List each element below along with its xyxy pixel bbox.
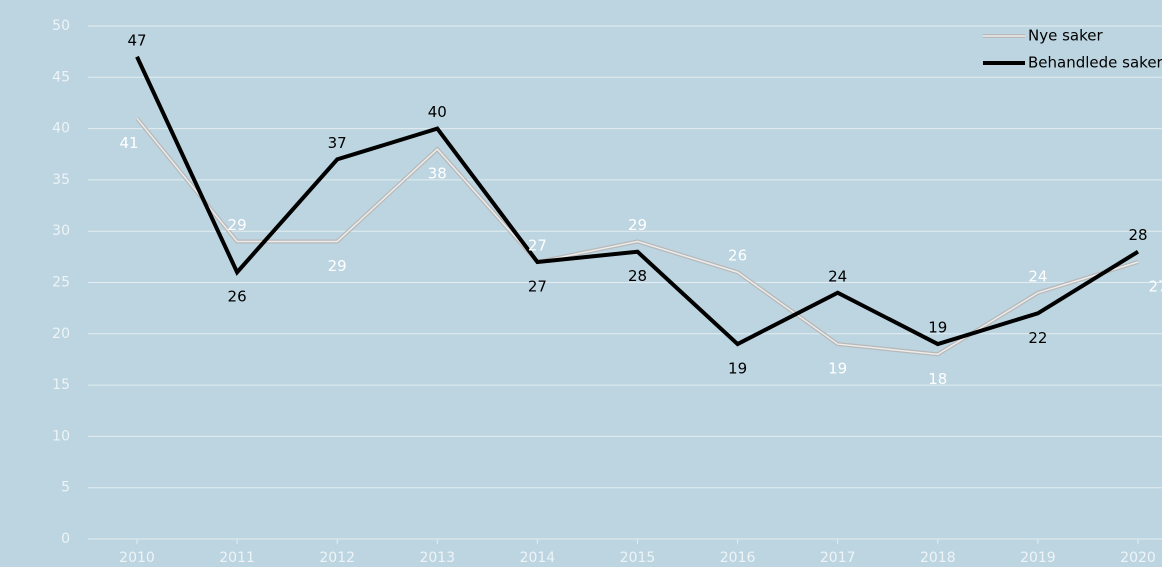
series-line-outline [135, 117, 1139, 357]
data-label: 41 [119, 134, 138, 152]
y-tick-label: 45 [52, 69, 70, 85]
x-tick-label: 2012 [319, 550, 355, 566]
data-label: 19 [928, 319, 947, 337]
data-label: 26 [728, 247, 747, 265]
data-label: 40 [428, 103, 447, 121]
data-label: 29 [628, 216, 647, 234]
data-label: 29 [328, 257, 347, 275]
data-label: 27 [528, 277, 547, 295]
data-label: 22 [1028, 329, 1047, 347]
data-label: 19 [728, 360, 747, 378]
x-tick-label: 2018 [920, 550, 956, 566]
y-tick-label: 40 [52, 121, 70, 137]
x-tick-label: 2017 [820, 550, 856, 566]
x-tick-label: 2014 [520, 550, 556, 566]
data-label: 47 [127, 31, 146, 49]
y-tick-label: 5 [61, 480, 70, 496]
data-label: 38 [428, 165, 447, 183]
x-tick-label: 2016 [720, 550, 756, 566]
data-label: 28 [1128, 226, 1147, 244]
x-tick-label: 2010 [119, 550, 155, 566]
series-line [136, 117, 1139, 356]
x-tick-label: 2011 [219, 550, 255, 566]
legend-label: Nye saker [1028, 27, 1103, 45]
data-label: 18 [928, 370, 947, 388]
data-label: 29 [228, 216, 247, 234]
series-line [135, 55, 1140, 347]
data-label: 26 [228, 288, 247, 306]
data-label: 37 [328, 134, 347, 152]
data-label: 24 [1028, 267, 1047, 285]
y-tick-label: 50 [52, 18, 70, 34]
data-label: 27 [528, 236, 547, 254]
x-tick-label: 2020 [1120, 550, 1156, 566]
y-tick-label: 30 [52, 223, 70, 239]
x-tick-label: 2015 [620, 550, 656, 566]
legend-label: Behandlede saker [1028, 54, 1162, 72]
data-label: 28 [628, 267, 647, 285]
y-tick-label: 15 [52, 377, 70, 393]
data-label: 24 [828, 267, 847, 285]
y-tick-label: 35 [52, 172, 70, 188]
y-tick-label: 10 [52, 428, 70, 444]
x-tick-label: 2019 [1020, 550, 1056, 566]
y-tick-label: 0 [61, 531, 70, 547]
y-tick-label: 20 [52, 326, 70, 342]
x-tick-label: 2013 [419, 550, 455, 566]
data-label: 27 [1148, 277, 1162, 295]
data-label: 19 [828, 360, 847, 378]
y-tick-label: 25 [52, 275, 70, 291]
